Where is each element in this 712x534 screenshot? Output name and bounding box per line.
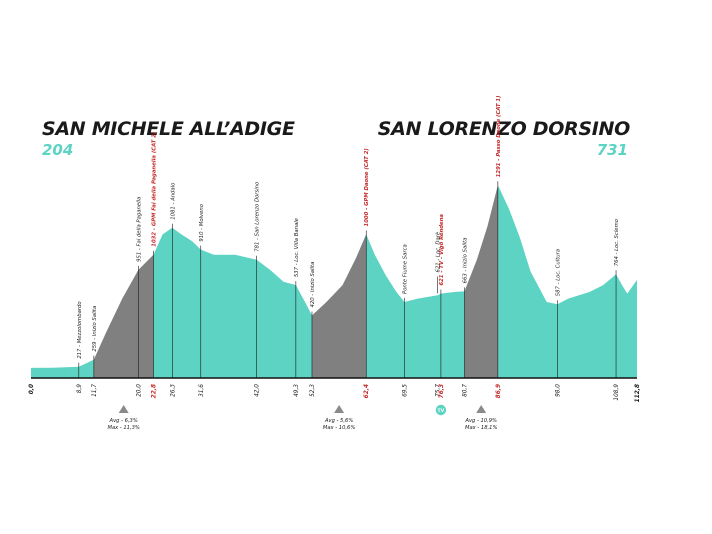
- climb-triangle-icon: [118, 405, 129, 413]
- climb-area-1: [93, 254, 154, 378]
- finish-altitude: 731: [596, 141, 628, 159]
- km-tick-label: 86,9: [496, 384, 502, 398]
- km-tick-label: 42,0: [255, 384, 261, 397]
- extra-point-label: 621 - Loc. Darè: [435, 231, 442, 272]
- km-tick-label: 8,9: [77, 384, 83, 394]
- climb-max-label: Max - 10,6%: [323, 425, 355, 431]
- km-tick-label: 49,3: [294, 384, 300, 397]
- point-name-label: 217 - Mezzolombardo: [77, 301, 83, 358]
- point-name-label: 1000 - GPM Daone (CAT 2): [364, 148, 370, 226]
- km-tick-label: 11,7: [92, 384, 98, 397]
- point-name-label: 764 - Loc. Sclemo: [614, 219, 620, 266]
- point-name-label: 259 - Inizio Salita: [92, 306, 98, 352]
- km-tick-label: 52,3: [310, 384, 316, 397]
- km-tick-label: 112,8: [635, 384, 641, 402]
- tv-sprint-icon: [435, 404, 447, 416]
- point-name-label: 537 - Loc. Villa Banale: [294, 217, 300, 277]
- km-tick-label: 31,6: [199, 384, 205, 397]
- point-name-label: 663 - Inizio Salita: [463, 238, 469, 284]
- point-name-label: 910 - Molveno: [199, 204, 205, 242]
- point-name-label: 587 - Loc. Cultura: [555, 249, 561, 296]
- climb-avg-label: Avg - 6,3%: [109, 418, 138, 424]
- point-name-label: 1032 - GPM Fai della Paganella (CAT 2): [151, 132, 157, 247]
- climb-max-label: Max - 11,3%: [107, 425, 139, 431]
- km-tick-label: 62,4: [364, 384, 370, 398]
- point-name-label: 1291 - Passo Daone (CAT 1): [496, 95, 502, 177]
- climb-max-label: Max - 18,1%: [465, 425, 497, 431]
- km-tick-label: 22,8: [151, 384, 157, 398]
- km-tick-label: 76,3: [439, 384, 445, 398]
- km-tick-label: 26,3: [170, 384, 176, 397]
- km-tick-label: 0,0: [29, 384, 35, 394]
- climb-avg-label: Avg - 5,6%: [324, 418, 353, 424]
- km-tick-label: 20,0: [136, 384, 142, 397]
- climb-triangle-icon: [476, 405, 487, 413]
- point-name-label: 951 - Fai della Paganella: [136, 197, 142, 262]
- km-tick-label: 98,0: [555, 384, 561, 397]
- km-tick-label: 75,7: [436, 384, 442, 397]
- point-name-label: 1081 - Andalo: [170, 183, 176, 220]
- point-name-label: 420 - Inizio Salita: [310, 262, 316, 308]
- tv-sprint-icon-text: TV: [438, 408, 445, 414]
- km-tick-label: 80,7: [463, 384, 469, 397]
- finish-town-name: SAN LORENZO DORSINO: [377, 118, 631, 140]
- km-tick-label: 108,9: [614, 384, 620, 401]
- point-name-label: 621 - TV - Vigo Rendena: [439, 214, 445, 286]
- km-tick-label: 69,5: [402, 384, 408, 397]
- climb-triangle-icon: [334, 405, 345, 413]
- start-town-name: SAN MICHELE ALL’ADIGE: [42, 118, 295, 140]
- climb-avg-label: Avg - 10,9%: [464, 418, 497, 424]
- point-name-label: 781 - San Lorenzo Dorsino: [255, 182, 261, 252]
- start-altitude: 204: [42, 141, 74, 159]
- climb-area-2: [311, 234, 367, 378]
- climb-area-3: [464, 185, 498, 378]
- point-name-label: Ponte Fiume Sarca: [402, 244, 408, 294]
